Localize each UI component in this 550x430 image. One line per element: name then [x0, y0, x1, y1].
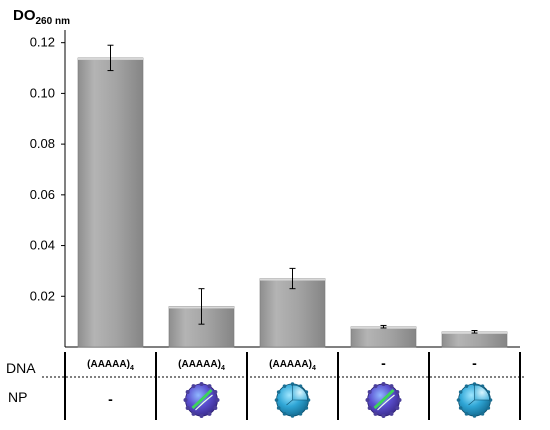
dna-cell: (AAAAA)4	[87, 359, 134, 372]
y-tick-label: 0.04	[30, 238, 55, 253]
np-row-label: NP	[8, 389, 27, 405]
y-axis-label: DO260 nm	[13, 7, 70, 27]
bar	[441, 331, 508, 348]
np-cell: -	[108, 391, 113, 407]
dna-cell-sequence: (AAAAA)	[269, 359, 312, 370]
y-ticks: 0.02 0.04 0.06 0.08 0.10 0.12	[30, 35, 65, 303]
bar	[350, 326, 417, 348]
error-bars	[107, 44, 478, 334]
y-tick-label: 0.06	[30, 187, 55, 202]
dna-cell: (AAAAA)4	[269, 359, 316, 372]
dna-cell-subscript: 4	[312, 365, 316, 372]
dna-cell: -	[381, 355, 386, 371]
y-tick-label: 0.10	[30, 85, 55, 100]
dna-cell-sequence: (AAAAA)	[178, 359, 221, 370]
column-separators	[64, 352, 521, 420]
dna-row: (AAAAA)4 (AAAAA)4 (AAAAA)4- -	[87, 355, 477, 372]
y-tick-label: 0.08	[30, 136, 55, 151]
bar	[259, 278, 326, 348]
np-row: -	[108, 382, 493, 418]
y-axis-label-main: DO	[13, 7, 36, 24]
cutaway-nanoparticle-icon	[274, 382, 311, 418]
dna-cell-subscript: 4	[130, 365, 134, 372]
textured-nanoparticle-icon	[365, 382, 402, 418]
y-tick-label: 0.12	[30, 35, 55, 50]
bars	[77, 57, 508, 348]
dna-row-label: DNA	[6, 360, 36, 376]
dna-cell-sequence: (AAAAA)	[87, 359, 130, 370]
textured-nanoparticle-icon	[183, 382, 220, 418]
dna-cell: (AAAAA)4	[178, 359, 225, 372]
cutaway-nanoparticle-icon	[456, 382, 493, 418]
y-axis-label-subscript: 260 nm	[36, 16, 71, 27]
bar	[77, 57, 144, 348]
dna-cell: -	[472, 355, 477, 371]
dna-cell-subscript: 4	[221, 365, 225, 372]
y-tick-label: 0.02	[30, 288, 55, 303]
